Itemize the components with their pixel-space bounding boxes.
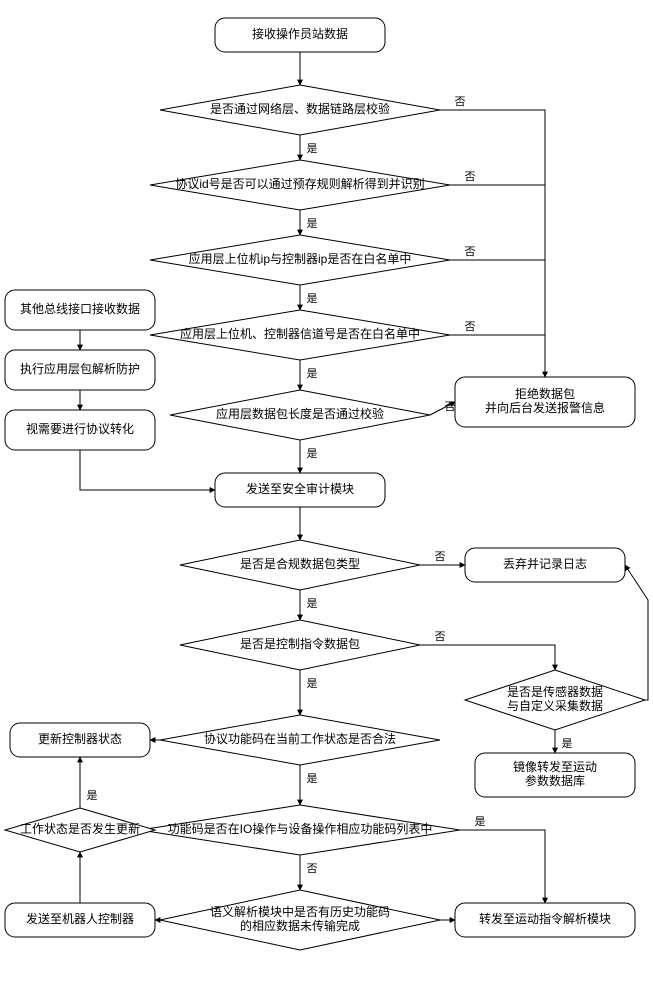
edge-label: 否	[465, 321, 476, 333]
edge-label: 是	[307, 772, 318, 785]
edge-label: 是	[307, 447, 318, 460]
edge-label: 是	[307, 367, 318, 380]
flow-node-d_funclegal: 协议功能码在当前工作状态是否合法	[160, 715, 440, 765]
node-text: 是否是合规数据包类型	[240, 556, 360, 571]
node-text: 发送至机器人控制器	[26, 911, 134, 926]
edge	[440, 110, 545, 377]
edge	[450, 185, 545, 377]
flow-node-r_tomotion: 转发至运动指令解析模块	[455, 903, 635, 937]
node-text: 丢弃并记录日志	[503, 556, 587, 571]
edge	[450, 335, 545, 377]
edge-label: 否	[445, 401, 456, 413]
edge-label: 是	[307, 217, 318, 230]
flow-node-r_reject: 拒绝数据包并向后台发送报警信息	[455, 377, 635, 427]
flow-node-d_len: 应用层数据包长度是否通过校验	[170, 390, 430, 440]
node-text: 工作状态是否发生更新	[20, 821, 140, 836]
edge-label: 是	[475, 815, 486, 828]
node-text: 是否通过网络层、数据链路层校验	[210, 101, 390, 116]
node-text: 转发至运动指令解析模块	[479, 911, 611, 926]
flow-node-d_workupd: 工作状态是否发生更新	[5, 808, 155, 852]
node-text: 是否是控制指令数据包	[240, 636, 360, 651]
node-text: 是否是传感器数据	[507, 684, 603, 699]
flow-node-r_updctrl: 更新控制器状态	[10, 723, 150, 757]
flow-node-d_ipwhite: 应用层上位机ip与控制器ip是否在白名单中	[150, 235, 450, 285]
edge-label: 否	[307, 863, 318, 875]
node-text: 协议功能码在当前工作状态是否合法	[204, 731, 396, 746]
nodes-layer: 接收操作员站数据是否通过网络层、数据链路层校验协议id号是否可以通过预存规则解析…	[5, 18, 645, 950]
edge-label: 否	[465, 171, 476, 183]
flow-node-d_net: 是否通过网络层、数据链路层校验	[160, 85, 440, 135]
node-text: 接收操作员站数据	[252, 26, 348, 41]
edge	[460, 830, 545, 903]
edge	[420, 645, 555, 670]
node-text: 功能码是否在IO操作与设备操作相应功能码列表中	[168, 821, 433, 836]
node-text: 应用层数据包长度是否通过校验	[216, 406, 384, 421]
edge	[80, 450, 215, 490]
flow-node-r_protoconv: 视需要进行协议转化	[5, 410, 155, 450]
node-text: 其他总线接口接收数据	[20, 301, 140, 316]
flowchart: 是是是是是否否否否否否是是否是否否是否是否是是接收操作员站数据是否通过网络层、数…	[0, 0, 653, 1000]
node-text: 并向后台发送报警信息	[485, 400, 605, 415]
edge-label: 否	[435, 631, 446, 643]
node-text: 语义解析模块中是否有历史功能码	[210, 904, 390, 919]
flow-node-d_ctrlpkt: 是否是控制指令数据包	[180, 620, 420, 670]
edge-label: 否	[435, 551, 446, 563]
flow-node-r_droplog: 丢弃并记录日志	[465, 548, 625, 582]
node-text: 拒绝数据包	[515, 386, 575, 401]
node-text: 应用层上位机、控制器信道号是否在白名单中	[180, 326, 420, 341]
flow-node-r_torobot: 发送至机器人控制器	[5, 903, 155, 937]
edge-label: 否	[465, 246, 476, 258]
node-text: 镜像转发至运动	[513, 759, 597, 774]
edge-label: 否	[455, 96, 466, 108]
flow-node-r_mirror: 镜像转发至运动参数数据库	[475, 753, 635, 797]
node-text: 与自定义采集数据	[507, 698, 603, 713]
edge-label: 是	[307, 292, 318, 305]
flow-node-r_appparse: 执行应用层包解析防护	[5, 350, 155, 390]
edge-label: 是	[307, 677, 318, 690]
edge-label: 是	[562, 737, 573, 750]
edge-label: 是	[307, 142, 318, 155]
node-text: 应用层上位机ip与控制器ip是否在白名单中	[189, 251, 412, 266]
flow-node-d_iolist: 功能码是否在IO操作与设备操作相应功能码列表中	[140, 805, 460, 855]
node-text: 更新控制器状态	[38, 731, 122, 746]
flow-node-d_pkttype: 是否是合规数据包类型	[180, 540, 420, 590]
node-text: 参数数据库	[525, 773, 585, 788]
node-text: 执行应用层包解析防护	[20, 361, 140, 376]
flow-node-d_hist: 语义解析模块中是否有历史功能码的相应数据未传输完成	[160, 890, 440, 950]
edge	[625, 565, 648, 700]
flow-node-r_otherbus: 其他总线接口接收数据	[5, 290, 155, 330]
node-text: 协议id号是否可以通过预存规则解析得到并识别	[175, 176, 424, 191]
edge-label: 是	[87, 789, 98, 802]
flow-node-d_sensor: 是否是传感器数据与自定义采集数据	[465, 670, 645, 730]
flow-node-r_audit: 发送至安全审计模块	[215, 473, 385, 507]
node-text: 发送至安全审计模块	[246, 481, 354, 496]
flow-node-n_start: 接收操作员站数据	[215, 18, 385, 52]
flow-node-d_proto: 协议id号是否可以通过预存规则解析得到并识别	[150, 160, 450, 210]
edge-label: 是	[307, 597, 318, 610]
edge	[450, 260, 545, 377]
node-text: 的相应数据未传输完成	[240, 918, 360, 933]
flow-node-d_chanwhite: 应用层上位机、控制器信道号是否在白名单中	[150, 310, 450, 360]
node-text: 视需要进行协议转化	[26, 421, 134, 436]
